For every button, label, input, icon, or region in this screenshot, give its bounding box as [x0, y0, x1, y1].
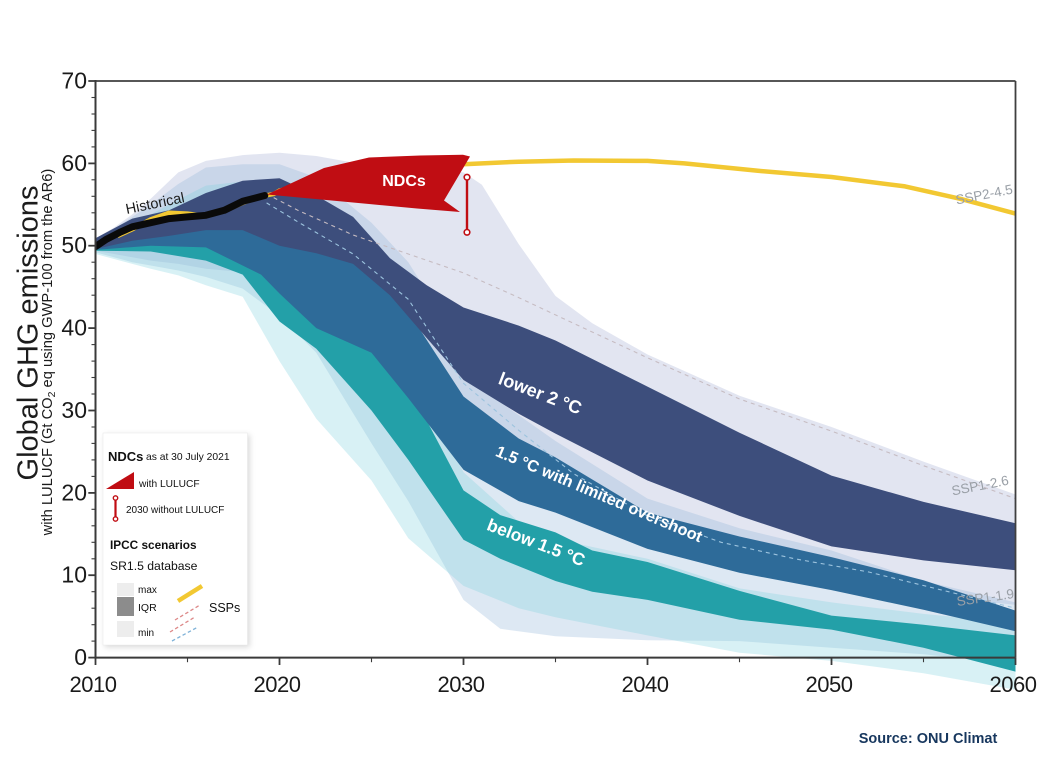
svg-text:2040: 2040 — [622, 672, 669, 697]
svg-text:as at 30 July 2021: as at 30 July 2021 — [146, 452, 230, 463]
svg-text:SSPs: SSPs — [209, 601, 240, 615]
svg-text:min: min — [138, 628, 154, 639]
svg-text:50: 50 — [61, 232, 87, 258]
svg-text:0: 0 — [74, 644, 87, 670]
svg-text:IQR: IQR — [138, 602, 157, 614]
svg-text:2050: 2050 — [806, 672, 853, 697]
svg-text:with LULUCF (Gt CO2 eq using G: with LULUCF (Gt CO2 eq using GWP-100 fro… — [40, 169, 58, 537]
svg-text:IPCC scenarios: IPCC scenarios — [110, 538, 197, 552]
svg-text:NDCs: NDCs — [108, 449, 143, 464]
svg-text:10: 10 — [61, 562, 87, 588]
svg-text:60: 60 — [61, 150, 87, 176]
svg-text:Source: ONU Climat: Source: ONU Climat — [859, 731, 998, 747]
svg-text:2030 without LULUCF: 2030 without LULUCF — [126, 505, 224, 516]
svg-text:2060: 2060 — [990, 672, 1037, 697]
svg-text:NDCs: NDCs — [382, 173, 426, 190]
svg-text:Global GHG emissions: Global GHG emissions — [13, 186, 45, 481]
svg-text:SR1.5 database: SR1.5 database — [110, 559, 198, 573]
svg-text:max: max — [138, 585, 157, 596]
svg-text:with LULUCF: with LULUCF — [138, 479, 200, 490]
svg-text:20: 20 — [61, 479, 87, 505]
svg-text:2030: 2030 — [438, 672, 485, 697]
svg-text:2010: 2010 — [70, 672, 117, 697]
svg-text:70: 70 — [61, 68, 87, 94]
svg-text:2020: 2020 — [254, 672, 301, 697]
svg-text:40: 40 — [61, 315, 87, 341]
svg-text:30: 30 — [61, 397, 87, 423]
